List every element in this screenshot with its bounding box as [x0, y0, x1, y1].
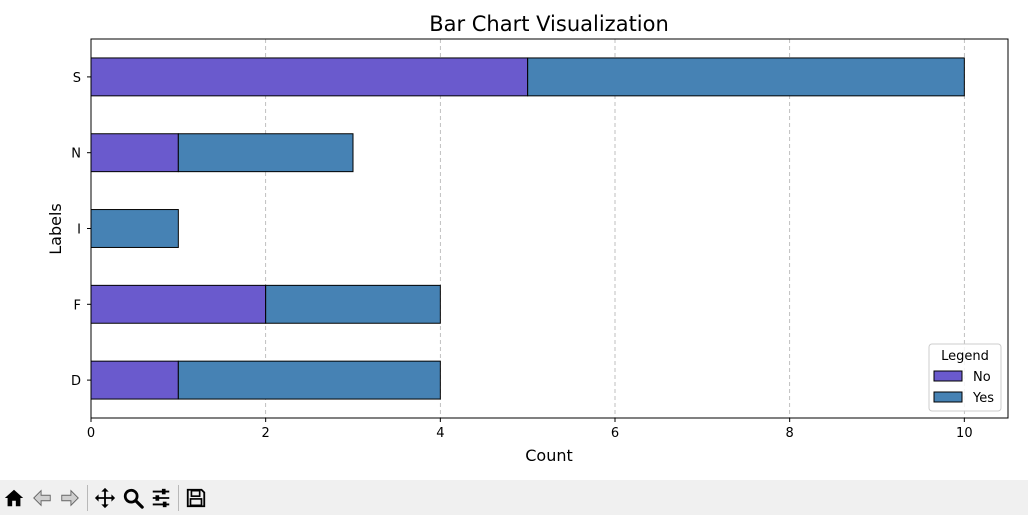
- bar-yes-S: [527, 57, 965, 97]
- x-tick-label: 10: [956, 426, 973, 441]
- legend-label-yes: Yes: [972, 391, 994, 406]
- toolbar-separator: [178, 484, 179, 511]
- arrow-left-icon: [33, 489, 51, 506]
- forward-button[interactable]: [56, 483, 84, 513]
- bar-yes-D: [177, 360, 441, 400]
- bar-yes-F: [265, 284, 441, 324]
- bar-chart: Bar Chart Visualization 0 2 4 6 8 10 D F I N S Co…: [46, 12, 1009, 465]
- toolbar: [0, 480, 1028, 515]
- x-tick-label: 6: [611, 426, 619, 441]
- bar-no-N: [90, 133, 179, 173]
- bar-no-S: [90, 57, 529, 97]
- legend-swatch-no: [933, 370, 963, 382]
- magnifier-icon: [123, 488, 144, 509]
- home-button[interactable]: [0, 483, 28, 513]
- x-tick-label: 2: [262, 426, 270, 441]
- toolbar-separator: [87, 484, 88, 511]
- bars: [90, 57, 965, 400]
- move-icon: [94, 487, 116, 508]
- y-tick-label: N: [71, 147, 81, 162]
- legend: Legend No Yes: [928, 343, 1002, 412]
- bar-no-D: [90, 360, 179, 400]
- y-tick-label: F: [74, 298, 81, 313]
- x-axis-ticks: 0 2 4 6 8 10: [87, 418, 973, 441]
- y-axis-label: Labels: [46, 203, 65, 255]
- x-tick-label: 4: [436, 426, 444, 441]
- configure-button[interactable]: [147, 483, 175, 513]
- arrow-right-icon: [61, 489, 79, 506]
- back-button[interactable]: [28, 483, 56, 513]
- y-tick-label: S: [73, 71, 81, 86]
- x-tick-label: 8: [786, 426, 794, 441]
- x-axis-label: Count: [525, 446, 573, 465]
- figure: Bar Chart Visualization 0 2 4 6 8 10 D F I N S Co…: [46, 12, 1009, 465]
- sliders-icon: [152, 488, 170, 507]
- floppy-disk-icon: [186, 488, 206, 507]
- zoom-button[interactable]: [119, 483, 147, 513]
- pan-button[interactable]: [91, 483, 119, 513]
- save-button[interactable]: [182, 483, 210, 513]
- legend-title: Legend: [941, 349, 989, 364]
- bar-yes-N: [177, 133, 354, 173]
- legend-swatch-yes: [933, 391, 963, 403]
- y-axis-ticks: D F I N S: [71, 71, 91, 389]
- y-tick-label: I: [77, 223, 81, 238]
- x-tick-label: 0: [87, 426, 95, 441]
- bar-no-F: [90, 284, 267, 324]
- chart-title: Bar Chart Visualization: [429, 12, 669, 36]
- legend-label-no: No: [973, 370, 991, 385]
- y-tick-label: D: [71, 374, 81, 389]
- bar-yes-I: [90, 209, 179, 248]
- home-icon: [4, 489, 24, 506]
